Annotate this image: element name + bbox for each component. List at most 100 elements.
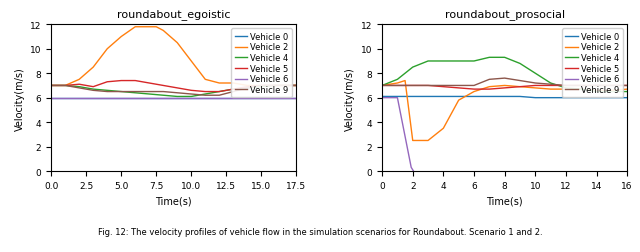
Line: Vehicle 9: Vehicle 9: [51, 86, 296, 96]
Vehicle 9: [577, 85, 585, 88]
Vehicle 2: [104, 48, 111, 51]
Vehicle 0: [292, 97, 300, 100]
Vehicle 5: [378, 85, 386, 88]
Vehicle 2: [424, 139, 432, 142]
Vehicle 0: [501, 96, 509, 99]
Y-axis label: Velocity(m/s): Velocity(m/s): [346, 67, 355, 130]
Vehicle 9: [104, 91, 111, 94]
Vehicle 4: [76, 86, 83, 89]
Vehicle 2: [531, 87, 539, 90]
Vehicle 4: [577, 88, 585, 91]
Line: Vehicle 9: Vehicle 9: [382, 79, 627, 86]
Vehicle 0: [117, 97, 125, 100]
Vehicle 4: [117, 91, 125, 94]
Vehicle 2: [409, 139, 417, 142]
Vehicle 9: [440, 85, 447, 88]
Vehicle 2: [547, 88, 554, 91]
Text: Fig. 12: The velocity profiles of vehicle flow in the simulation scenarios for R: Fig. 12: The velocity profiles of vehicl…: [98, 227, 542, 236]
Vehicle 5: [131, 80, 139, 83]
Vehicle 0: [229, 97, 237, 100]
Vehicle 9: [257, 85, 265, 88]
Vehicle 5: [216, 91, 223, 94]
Vehicle 9: [486, 79, 493, 82]
Title: roundabout_egoistic: roundabout_egoistic: [117, 9, 230, 20]
Vehicle 2: [159, 30, 167, 33]
Vehicle 2: [257, 85, 265, 88]
Vehicle 4: [292, 85, 300, 88]
Vehicle 6: [202, 97, 209, 100]
Vehicle 0: [562, 97, 570, 100]
Vehicle 0: [243, 97, 251, 100]
Vehicle 2: [131, 26, 139, 29]
Vehicle 5: [455, 87, 463, 90]
Vehicle 4: [202, 93, 209, 96]
Vehicle 6: [243, 97, 251, 100]
Vehicle 4: [593, 91, 600, 94]
Vehicle 5: [76, 83, 83, 86]
Vehicle 9: [455, 85, 463, 88]
Vehicle 6: [271, 97, 279, 100]
Vehicle 4: [424, 60, 432, 63]
Vehicle 6: [394, 97, 401, 100]
Vehicle 2: [440, 127, 447, 130]
Vehicle 5: [229, 88, 237, 91]
Vehicle 6: [61, 97, 69, 100]
Vehicle 5: [61, 85, 69, 88]
Vehicle 0: [76, 97, 83, 100]
Vehicle 9: [501, 77, 509, 80]
Vehicle 0: [173, 97, 181, 100]
Vehicle 2: [577, 88, 585, 91]
Vehicle 0: [104, 97, 111, 100]
Vehicle 2: [90, 66, 97, 69]
Vehicle 5: [47, 85, 55, 88]
Y-axis label: Velocity(m/s): Velocity(m/s): [15, 67, 24, 130]
Vehicle 0: [455, 96, 463, 99]
Vehicle 5: [486, 88, 493, 91]
Vehicle 0: [90, 97, 97, 100]
Vehicle 5: [257, 85, 265, 88]
Vehicle 4: [188, 96, 195, 99]
Vehicle 4: [440, 60, 447, 63]
Vehicle 0: [409, 96, 417, 99]
Vehicle 4: [159, 94, 167, 97]
Vehicle 4: [173, 96, 181, 99]
Vehicle 9: [562, 85, 570, 88]
Vehicle 5: [424, 85, 432, 88]
Vehicle 2: [378, 85, 386, 88]
Vehicle 5: [292, 85, 300, 88]
Line: Vehicle 0: Vehicle 0: [382, 97, 627, 98]
Vehicle 4: [531, 72, 539, 75]
Vehicle 6: [257, 97, 265, 100]
Vehicle 6: [378, 97, 386, 100]
Vehicle 2: [292, 85, 300, 88]
Vehicle 5: [577, 85, 585, 88]
Vehicle 0: [202, 97, 209, 100]
Line: Vehicle 2: Vehicle 2: [51, 28, 296, 86]
X-axis label: Time(s): Time(s): [156, 196, 192, 205]
Vehicle 2: [470, 91, 478, 94]
Vehicle 9: [292, 85, 300, 88]
Vehicle 6: [408, 166, 415, 169]
Vehicle 5: [516, 86, 524, 89]
Line: Vehicle 4: Vehicle 4: [382, 58, 627, 92]
Vehicle 4: [378, 85, 386, 88]
Vehicle 0: [424, 96, 432, 99]
Vehicle 5: [145, 82, 153, 85]
Vehicle 2: [401, 80, 409, 83]
Vehicle 9: [47, 85, 55, 88]
Vehicle 9: [593, 85, 600, 88]
Line: Vehicle 5: Vehicle 5: [382, 86, 627, 90]
Vehicle 9: [378, 85, 386, 88]
Vehicle 0: [440, 96, 447, 99]
Vehicle 9: [531, 82, 539, 85]
Vehicle 2: [152, 26, 160, 29]
Vehicle 4: [501, 56, 509, 59]
Vehicle 2: [501, 85, 509, 88]
Vehicle 9: [424, 85, 432, 88]
Vehicle 9: [202, 94, 209, 97]
Vehicle 2: [229, 82, 237, 85]
Title: roundabout_prosocial: roundabout_prosocial: [445, 9, 564, 20]
Vehicle 5: [243, 86, 251, 89]
Vehicle 2: [394, 82, 401, 85]
Vehicle 2: [61, 85, 69, 88]
